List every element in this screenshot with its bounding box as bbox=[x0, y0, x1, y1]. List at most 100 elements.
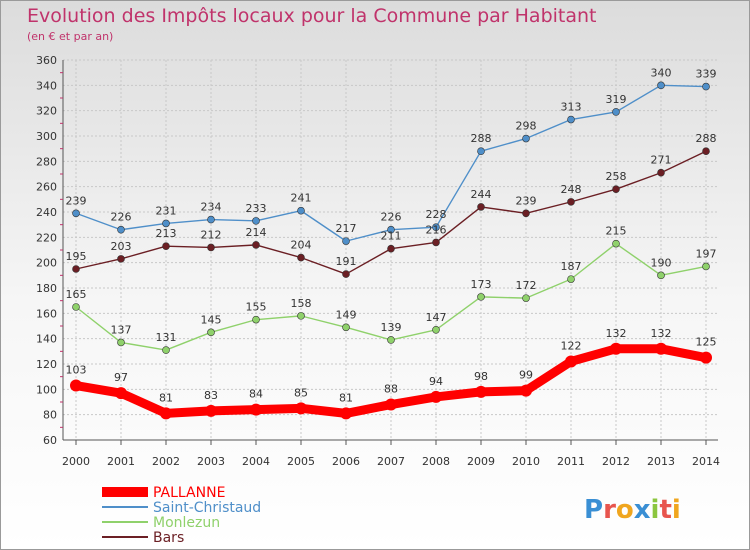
data-label: 122 bbox=[561, 339, 582, 352]
data-point bbox=[567, 198, 575, 206]
y-tick-label: 60 bbox=[43, 434, 57, 447]
data-label: 313 bbox=[561, 101, 582, 114]
data-point bbox=[385, 398, 397, 411]
data-point bbox=[520, 384, 532, 397]
data-point bbox=[297, 206, 305, 215]
data-point bbox=[252, 315, 260, 324]
data-label: 137 bbox=[111, 323, 132, 336]
axes: 60 80 100 120 140 160 180 200 220 240 260 280 300 320… bbox=[36, 54, 720, 468]
y-tick-label: 360 bbox=[36, 54, 57, 67]
data-point bbox=[475, 385, 487, 398]
data-label: 228 bbox=[426, 208, 447, 221]
x-tick-label: 2006 bbox=[332, 455, 360, 468]
data-label: 97 bbox=[114, 371, 128, 384]
x-tick-label: 2001 bbox=[107, 455, 135, 468]
data-label: 203 bbox=[111, 240, 132, 253]
data-labels: 195 203 213 212 214 204 191 211 216 244 239 248 258 2… bbox=[66, 66, 717, 404]
data-label: 288 bbox=[696, 132, 717, 145]
data-point bbox=[657, 168, 665, 177]
data-label: 94 bbox=[429, 375, 443, 388]
data-label: 231 bbox=[156, 204, 177, 217]
chart-title: Evolution des Impôts locaux pour la Comm… bbox=[27, 5, 597, 27]
data-label: 83 bbox=[204, 389, 218, 402]
data-label: 103 bbox=[66, 364, 87, 377]
data-point bbox=[432, 238, 440, 247]
data-point bbox=[387, 225, 395, 234]
data-point bbox=[432, 325, 440, 334]
x-tick-label: 2007 bbox=[377, 455, 405, 468]
logo-letter: P bbox=[584, 495, 603, 525]
data-point bbox=[342, 270, 350, 278]
x-tick-label: 2000 bbox=[62, 455, 90, 468]
data-point bbox=[162, 346, 170, 354]
x-tick-label: 2012 bbox=[602, 455, 630, 468]
data-point bbox=[117, 225, 125, 234]
legend-label: PALLANNE bbox=[153, 485, 225, 501]
legend-label: Bars bbox=[153, 530, 184, 546]
data-point bbox=[567, 275, 575, 283]
y-tick-label: 220 bbox=[36, 231, 57, 244]
data-point bbox=[657, 271, 665, 280]
data-label: 234 bbox=[201, 201, 222, 214]
data-point bbox=[477, 293, 485, 301]
data-label: 339 bbox=[696, 68, 717, 81]
data-point bbox=[207, 215, 215, 224]
data-point bbox=[250, 403, 262, 416]
data-point bbox=[295, 402, 307, 415]
data-label: 258 bbox=[606, 170, 627, 183]
data-label: 173 bbox=[471, 278, 492, 291]
data-point bbox=[702, 82, 710, 91]
grid bbox=[63, 59, 718, 441]
x-tick-label: 2003 bbox=[197, 455, 225, 468]
data-point bbox=[297, 253, 305, 262]
y-tick-label: 80 bbox=[43, 409, 57, 422]
data-label: 298 bbox=[516, 120, 537, 133]
data-label: 84 bbox=[249, 388, 263, 401]
data-label: 187 bbox=[561, 260, 582, 273]
logo-letter: i bbox=[672, 495, 681, 525]
data-label: 248 bbox=[561, 183, 582, 196]
data-point bbox=[162, 242, 170, 250]
data-label: 211 bbox=[381, 230, 402, 243]
data-point bbox=[72, 209, 80, 218]
data-point bbox=[207, 328, 215, 337]
y-tick-label: 280 bbox=[36, 155, 57, 168]
data-label: 81 bbox=[339, 391, 353, 404]
x-tick-label: 2014 bbox=[692, 455, 720, 468]
data-label: 204 bbox=[291, 239, 312, 252]
data-label: 239 bbox=[66, 194, 87, 207]
y-tick-label: 180 bbox=[36, 282, 57, 295]
x-tick-label: 2009 bbox=[467, 455, 495, 468]
data-point bbox=[205, 404, 217, 417]
data-point bbox=[117, 255, 125, 263]
data-label: 139 bbox=[381, 321, 402, 334]
data-point bbox=[387, 244, 395, 253]
data-point bbox=[115, 387, 127, 400]
x-tick-label: 2010 bbox=[512, 455, 540, 468]
x-tick-label: 2002 bbox=[152, 455, 180, 468]
x-tick-label: 2004 bbox=[242, 455, 270, 468]
y-tick-label: 240 bbox=[36, 206, 57, 219]
legend-label: Monlezun bbox=[153, 515, 220, 531]
data-point bbox=[207, 243, 215, 252]
logo-letter: i bbox=[651, 495, 660, 525]
data-label: 226 bbox=[381, 211, 402, 224]
y-tick-label: 140 bbox=[36, 333, 57, 346]
data-label: 271 bbox=[651, 154, 672, 167]
x-tick-label: 2005 bbox=[287, 455, 315, 468]
data-point bbox=[160, 407, 172, 420]
data-label: 132 bbox=[606, 327, 627, 340]
data-label: 244 bbox=[471, 188, 492, 201]
data-point bbox=[252, 217, 260, 225]
data-point bbox=[252, 241, 260, 249]
data-label: 288 bbox=[471, 132, 492, 145]
data-label: 88 bbox=[384, 383, 398, 396]
logo-letter: r bbox=[603, 495, 616, 525]
data-point bbox=[655, 342, 667, 355]
data-label: 213 bbox=[156, 227, 177, 240]
data-point bbox=[612, 239, 620, 248]
data-point bbox=[340, 407, 352, 420]
data-point bbox=[430, 390, 442, 403]
data-label: 125 bbox=[696, 336, 717, 349]
